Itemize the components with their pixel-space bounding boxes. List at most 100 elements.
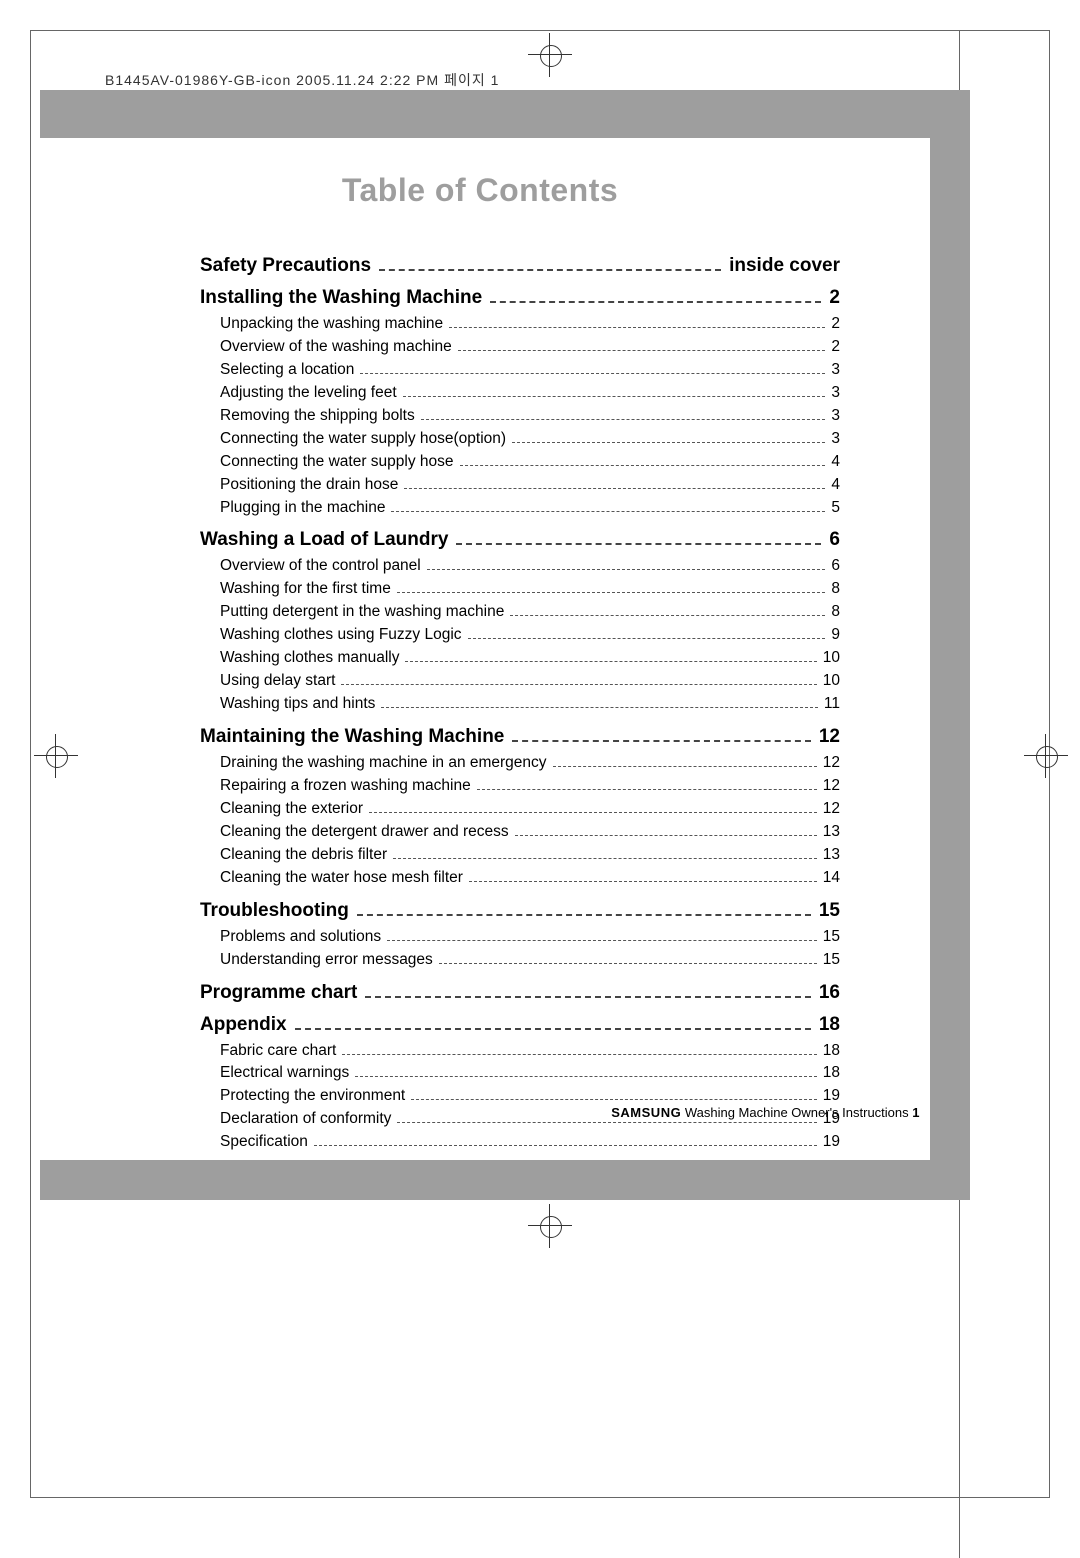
sub-page: 18 bbox=[823, 1062, 840, 1085]
sub-title: Cleaning the exterior bbox=[220, 798, 363, 821]
sub-page: 19 bbox=[823, 1131, 840, 1154]
section-title: Safety Precautions bbox=[200, 255, 371, 277]
toc-section: Programme chart 16 bbox=[200, 982, 840, 1004]
sub-title: Using delay start bbox=[220, 670, 335, 693]
toc-subsection: Washing clothes manually10 bbox=[220, 647, 840, 670]
sub-page: 4 bbox=[831, 474, 840, 497]
header-print-info: B1445AV-01986Y-GB-icon 2005.11.24 2:22 P… bbox=[105, 70, 499, 90]
sub-page: 2 bbox=[831, 336, 840, 359]
footer: SAMSUNG Washing Machine Owner's Instruct… bbox=[200, 1105, 920, 1120]
leader-dots bbox=[357, 902, 811, 915]
sub-title: Washing tips and hints bbox=[220, 693, 375, 716]
leader-dots bbox=[515, 826, 817, 836]
leader-dots bbox=[369, 803, 817, 813]
toc-section: Appendix 18 bbox=[200, 1014, 840, 1036]
sub-title: Draining the washing machine in an emerg… bbox=[220, 752, 547, 775]
sub-page: 6 bbox=[831, 555, 840, 578]
toc-subsection: Draining the washing machine in an emerg… bbox=[220, 752, 840, 775]
sub-title: Cleaning the water hose mesh filter bbox=[220, 867, 463, 890]
leader-dots bbox=[553, 757, 817, 767]
gray-frame-right bbox=[930, 90, 970, 1200]
sub-title: Overview of the washing machine bbox=[220, 336, 452, 359]
sub-title: Repairing a frozen washing machine bbox=[220, 775, 471, 798]
sub-page: 5 bbox=[831, 497, 840, 520]
toc-subsection: Using delay start10 bbox=[220, 670, 840, 693]
sub-page: 10 bbox=[823, 647, 840, 670]
section-title: Washing a Load of Laundry bbox=[200, 529, 448, 551]
subsection-block: Unpacking the washing machine2Overview o… bbox=[220, 313, 840, 519]
sub-page: 14 bbox=[823, 867, 840, 890]
section-title: Troubleshooting bbox=[200, 900, 349, 922]
toc-subsection: Washing clothes using Fuzzy Logic 9 bbox=[220, 624, 840, 647]
sub-title: Problems and solutions bbox=[220, 926, 381, 949]
toc-subsection: Connecting the water supply hose4 bbox=[220, 451, 840, 474]
leader-dots bbox=[397, 583, 826, 593]
section-title: Programme chart bbox=[200, 982, 357, 1004]
sub-title: Connecting the water supply hose(option) bbox=[220, 428, 506, 451]
leader-dots bbox=[421, 409, 826, 419]
leader-dots bbox=[477, 780, 817, 790]
leader-dots bbox=[391, 501, 825, 511]
toc-subsection: Washing for the first time8 bbox=[220, 578, 840, 601]
toc-subsection: Plugging in the machine5 bbox=[220, 497, 840, 520]
leader-dots bbox=[342, 1044, 816, 1054]
toc-subsection: Selecting a location 3 bbox=[220, 359, 840, 382]
toc-subsection: Specification19 bbox=[220, 1131, 840, 1154]
subsection-block: Fabric care chart 18 Electrical warnings 18… bbox=[220, 1040, 840, 1155]
footer-text: Washing Machine Owner's Instructions bbox=[685, 1105, 909, 1120]
section-page: 6 bbox=[829, 529, 840, 551]
sub-page: 3 bbox=[831, 405, 840, 428]
sub-title: Fabric care chart bbox=[220, 1040, 336, 1063]
toc-subsection: Cleaning the exterior12 bbox=[220, 798, 840, 821]
leader-dots bbox=[490, 290, 821, 303]
toc-section: Installing the Washing Machine2 bbox=[200, 287, 840, 309]
leader-dots bbox=[379, 258, 721, 271]
toc-subsection: Positioning the drain hose4 bbox=[220, 474, 840, 497]
section-page: 16 bbox=[819, 982, 840, 1004]
leader-dots bbox=[427, 560, 826, 570]
footer-brand: SAMSUNG bbox=[611, 1105, 681, 1120]
leader-dots bbox=[314, 1136, 817, 1146]
toc-section: Safety Precautionsinside cover bbox=[200, 255, 840, 277]
sub-page: 18 bbox=[823, 1040, 840, 1063]
sub-title: Cleaning the debris filter bbox=[220, 844, 387, 867]
leader-dots bbox=[460, 455, 826, 465]
leader-dots bbox=[469, 871, 817, 881]
sub-page: 13 bbox=[823, 844, 840, 867]
sub-title: Cleaning the detergent drawer and recess bbox=[220, 821, 509, 844]
leader-dots bbox=[295, 1016, 811, 1029]
sub-page: 4 bbox=[831, 451, 840, 474]
sub-page: 12 bbox=[823, 775, 840, 798]
section-page: 15 bbox=[819, 900, 840, 922]
toc-content: Safety Precautionsinside cover Installing… bbox=[200, 255, 840, 1158]
section-title: Appendix bbox=[200, 1014, 287, 1036]
sub-title: Overview of the control panel bbox=[220, 555, 421, 578]
toc-section: Washing a Load of Laundry 6 bbox=[200, 529, 840, 551]
footer-page-number: 1 bbox=[912, 1105, 920, 1120]
sub-title: Electrical warnings bbox=[220, 1062, 349, 1085]
sub-title: Selecting a location bbox=[220, 359, 354, 382]
leader-dots bbox=[411, 1090, 817, 1100]
sub-title: Washing clothes using Fuzzy Logic bbox=[220, 624, 462, 647]
leader-dots bbox=[456, 532, 821, 545]
section-page: 18 bbox=[819, 1014, 840, 1036]
subsection-block: Draining the washing machine in an emerg… bbox=[220, 752, 840, 890]
sub-title: Unpacking the washing machine bbox=[220, 313, 443, 336]
toc-subsection: Unpacking the washing machine2 bbox=[220, 313, 840, 336]
leader-dots bbox=[468, 629, 826, 639]
toc-subsection: Cleaning the water hose mesh filter 14 bbox=[220, 867, 840, 890]
leader-dots bbox=[393, 848, 817, 858]
toc-subsection: Repairing a frozen washing machine 12 bbox=[220, 775, 840, 798]
leader-dots bbox=[387, 930, 817, 940]
sub-page: 3 bbox=[831, 359, 840, 382]
section-page: 2 bbox=[829, 287, 840, 309]
toc-subsection: Adjusting the leveling feet3 bbox=[220, 382, 840, 405]
leader-dots bbox=[439, 953, 817, 963]
toc-section: Troubleshooting 15 bbox=[200, 900, 840, 922]
leader-dots bbox=[360, 364, 825, 374]
toc-subsection: Connecting the water supply hose(option)… bbox=[220, 428, 840, 451]
sub-page: 9 bbox=[831, 624, 840, 647]
toc-subsection: Cleaning the debris filter 13 bbox=[220, 844, 840, 867]
sub-page: 8 bbox=[831, 601, 840, 624]
sub-title: Understanding error messages bbox=[220, 949, 433, 972]
